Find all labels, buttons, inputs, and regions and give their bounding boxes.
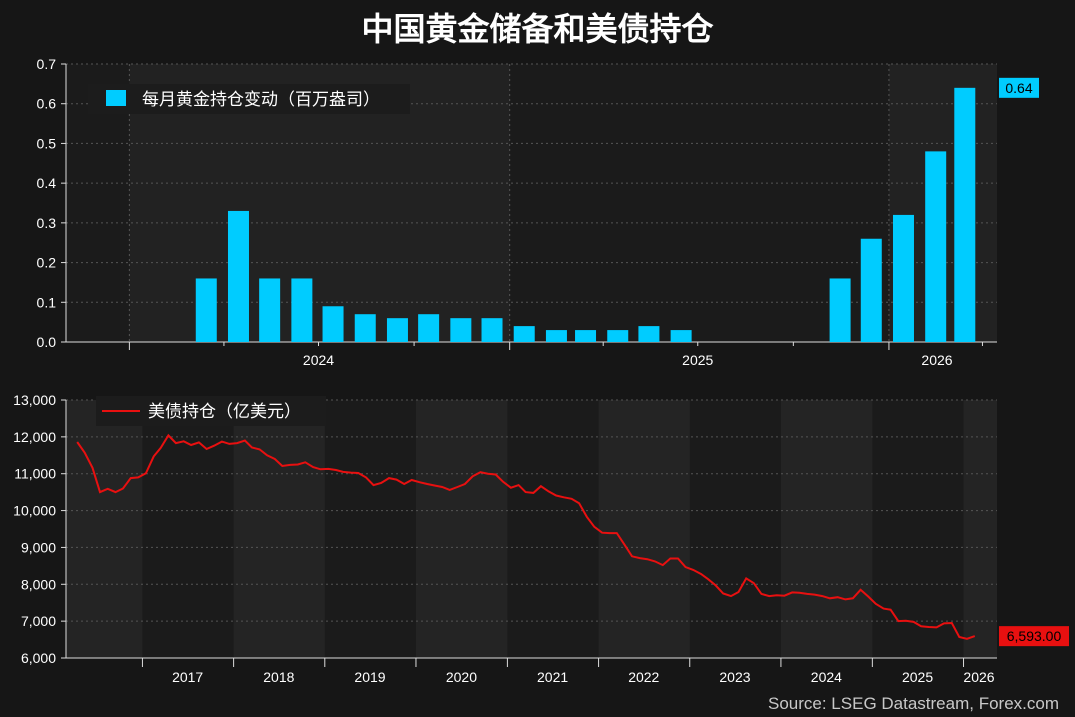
- line-x-tick-label: 2019: [354, 669, 385, 685]
- line-last-value-box: [999, 626, 1069, 647]
- bar: [291, 278, 313, 342]
- bar: [354, 314, 376, 342]
- bar: [607, 330, 629, 342]
- line-y-tick-label: 6,000: [21, 650, 56, 666]
- bar: [386, 318, 408, 342]
- line-y-tick-label: 11,000: [14, 466, 56, 482]
- bar: [638, 326, 660, 342]
- bar-x-tick-label: 2024: [303, 352, 334, 368]
- bar-last-value-box: [999, 77, 1039, 98]
- series-line: [76, 433, 976, 640]
- line-x-tick-label: 2023: [719, 669, 750, 685]
- line-y-tick-label: 8,000: [21, 576, 56, 592]
- bar: [418, 314, 440, 342]
- bar-legend-swatch: [106, 90, 126, 106]
- bar-y-tick-label: 0.7: [37, 56, 57, 72]
- line-x-tick-label: 2021: [537, 669, 568, 685]
- bar: [450, 318, 472, 342]
- bar-y-tick-label: 0.3: [37, 215, 57, 231]
- bar: [481, 318, 503, 342]
- source-note: Source: LSEG Datastream, Forex.com: [768, 694, 1059, 713]
- line-year-band: [598, 400, 690, 658]
- line-x-tick-label: 2020: [446, 669, 477, 685]
- bar: [575, 330, 597, 342]
- line-x-tick-label: 2018: [263, 669, 294, 685]
- line-x-tick-label: 2024: [811, 669, 842, 685]
- bar-y-tick-label: 0.1: [37, 294, 57, 310]
- line-year-band: [780, 400, 873, 658]
- bar: [670, 330, 692, 342]
- line-y-tick-label: 12,000: [13, 429, 56, 445]
- line-year-band: [233, 400, 325, 658]
- line-y-tick-label: 9,000: [21, 539, 56, 555]
- line-y-tick-label: 10,000: [13, 503, 56, 519]
- bar: [545, 330, 567, 342]
- line-last-value-label: 6,593.00: [1007, 628, 1062, 644]
- bar-y-tick-label: 0.6: [37, 96, 57, 112]
- bar: [195, 278, 217, 342]
- bar-y-tick-label: 0.2: [37, 255, 57, 271]
- line-year-band: [415, 400, 508, 658]
- bar: [322, 306, 344, 342]
- bar: [925, 151, 947, 342]
- line-x-tick-label: 2017: [172, 669, 203, 685]
- bar: [954, 87, 976, 342]
- line-x-tick-label: 2025: [902, 669, 933, 685]
- bar: [860, 238, 882, 342]
- bar-y-tick-label: 0.0: [37, 334, 57, 350]
- bar: [892, 214, 914, 342]
- line-y-tick-label: 13,000: [13, 392, 56, 408]
- line-legend-label: 美债持仓（亿美元）: [148, 402, 301, 422]
- line-year-band: [963, 400, 997, 658]
- line-year-band: [66, 400, 143, 658]
- bar: [259, 278, 281, 342]
- bar-legend-label: 每月黄金持仓变动（百万盎司）: [142, 90, 380, 110]
- bar-y-tick-label: 0.4: [37, 175, 57, 191]
- bar-last-value-label: 0.64: [1005, 80, 1032, 96]
- bar: [829, 278, 851, 342]
- line-x-tick-label: 2022: [628, 669, 659, 685]
- page-title: 中国黄金储备和美债持仓: [361, 10, 714, 48]
- bar-y-tick-label: 0.5: [37, 135, 57, 151]
- bar: [227, 210, 249, 342]
- bar-x-tick-label: 2025: [682, 352, 713, 368]
- line-x-tick-label: 2026: [963, 669, 994, 685]
- bar: [513, 326, 535, 342]
- bar-legend-box: [88, 84, 410, 114]
- bar-x-tick-label: 2026: [921, 352, 952, 368]
- line-y-tick-label: 7,000: [21, 613, 56, 629]
